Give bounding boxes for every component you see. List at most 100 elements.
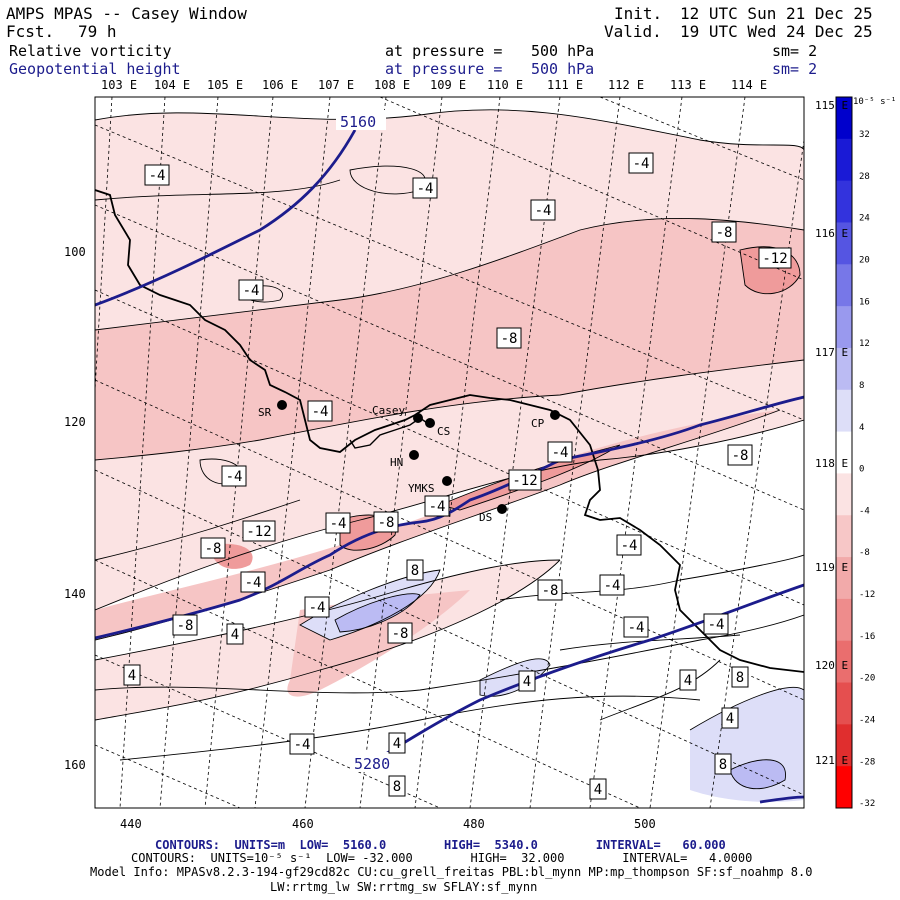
vorticity-label: -4 [424, 495, 450, 517]
colorbar-tick-label: 20 [859, 255, 870, 265]
lon-label-right: 119 E [815, 561, 849, 574]
vorticity-label-text: -8 [542, 583, 559, 599]
vorticity-label-text: 8 [411, 563, 419, 579]
forecast-label: Fcst. [6, 22, 55, 41]
height-label-5160: 5160 [340, 113, 376, 131]
vorticity-label-text: -4 [429, 499, 446, 515]
colorbar-tick-label: 8 [859, 381, 864, 391]
colorbar-swatch [836, 138, 852, 182]
colorbar-swatch [836, 347, 852, 391]
vorticity-label: 8 [731, 666, 749, 688]
vorticity-label-text: -4 [243, 283, 260, 299]
colorbar-units: 10⁻⁵ s⁻¹ [853, 97, 896, 107]
vorticity-label-text: -4 [604, 578, 621, 594]
grid-label-bottom: 460 [292, 817, 314, 831]
vorticity-label-text: -8 [177, 618, 194, 634]
colorbar-swatch [836, 598, 852, 642]
colorbar-swatch [836, 97, 852, 140]
vorticity-label: 4 [226, 623, 244, 645]
colorbar: 32 28 24 20 16 12 8 4 0 -4 -8 -12 -16 -20 -24 -28 -32 [835, 96, 875, 809]
vorticity-label-text: 4 [523, 674, 531, 690]
vorticity-label: -4 [325, 512, 351, 534]
station-label-ds: DS [479, 511, 492, 524]
station-dot-ds [497, 504, 507, 514]
vorticity-label-text: -4 [621, 538, 638, 554]
field-height-level-label: at pressure = [385, 60, 503, 78]
vorticity-label: -4 [238, 279, 264, 301]
vorticity-label-text: -8 [378, 515, 395, 531]
vorticity-label: -4 [530, 199, 556, 221]
vorticity-label: -4 [547, 441, 573, 463]
colorbar-tick-label: -20 [859, 674, 875, 684]
vorticity-label-text: -12 [246, 524, 271, 540]
lon-label-top: 104 E [154, 78, 191, 92]
colorbar-tick-label: -16 [859, 632, 875, 642]
vorticity-label: -8 [537, 579, 563, 601]
vorticity-contours [95, 109, 804, 790]
lon-label-right: 116 E [815, 227, 849, 240]
colorbar-tick-label: -4 [859, 506, 870, 516]
station-label-hn: HN [390, 456, 403, 469]
lon-label-top: 105 E [207, 78, 244, 92]
colorbar-swatch [836, 724, 852, 767]
grid-label-left: 120 [64, 415, 86, 429]
lon-label-top: 108 E [374, 78, 411, 92]
vorticity-label: -12 [758, 247, 792, 269]
vorticity-label: -4 [307, 400, 333, 422]
vorticity-labels: -4 -4 -4 -4 -8 -12 -4 -8 -4 -4 -4 -8 -12 -4 -8 -4 -12 -8 -… [123, 152, 792, 800]
vorticity-label: -4 [703, 613, 729, 635]
colorbar-tick-label: 4 [859, 423, 864, 433]
vorticity-label: -12 [508, 469, 542, 491]
colorbar-swatch [836, 766, 852, 809]
colorbar-swatch [836, 682, 852, 725]
grid-label-left: 100 [64, 245, 86, 259]
vorticity-label-text: -12 [762, 251, 787, 267]
vorticity-label-text: 8 [393, 779, 401, 795]
vorticity-label-text: -4 [312, 404, 329, 420]
vorticity-label: 4 [679, 669, 697, 691]
colorbar-swatch [836, 473, 852, 516]
field-vorticity-level: 500 hPa [531, 42, 595, 60]
station-labels: SR Casey CS CP HN YMKS DS [258, 404, 545, 524]
station-label-cp: CP [531, 417, 545, 430]
station-label-sr: SR [258, 406, 272, 419]
vorticity-label-text: -4 [245, 575, 262, 591]
colorbar-tick-label: 0 [859, 465, 864, 475]
vorticity-label: 8 [406, 559, 424, 581]
vorticity-label-text: 4 [594, 782, 602, 798]
vorticity-label-text: -4 [535, 203, 552, 219]
latlon-grid [95, 97, 804, 808]
model-info-line2: LW:rrtmg_lw SW:rrtmg_sw SFLAY:sf_mynn [270, 880, 538, 894]
station-dot-cp [550, 410, 560, 420]
vorticity-label: -4 [221, 465, 247, 487]
lon-label-right: 118 E [815, 457, 849, 470]
lon-label-right: 115 E [815, 99, 849, 112]
station-label-casey: Casey [372, 404, 405, 417]
valid-value: 19 UTC Wed 24 Dec 25 [680, 22, 873, 41]
vorticity-label: -8 [711, 221, 737, 243]
lon-label-top: 114 E [731, 78, 768, 92]
vorticity-label: 4 [518, 670, 536, 692]
height-contour-labels: 5160 5280 [336, 110, 400, 773]
vorticity-label: -4 [616, 534, 642, 556]
colorbar-tick-label: -24 [859, 716, 875, 726]
init-value: 12 UTC Sun 21 Dec 25 [680, 4, 873, 23]
vorticity-label: -4 [304, 596, 330, 618]
vorticity-label: -4 [240, 571, 266, 593]
lon-label-top: 110 E [487, 78, 524, 92]
colorbar-tick-label: 28 [859, 172, 870, 182]
colorbar-swatch [836, 640, 852, 684]
vorticity-label-text: -4 [330, 516, 347, 532]
vorticity-label: -4 [144, 164, 170, 186]
colorbar-tick-label: -12 [859, 590, 875, 600]
vorticity-label: 4 [388, 732, 406, 754]
lon-label-top: 111 E [547, 78, 584, 92]
forecast-value: 79 h [78, 22, 117, 41]
vorticity-label-text: -4 [149, 168, 166, 184]
vorticity-label-text: -8 [716, 225, 733, 241]
vorticity-label: 4 [589, 778, 607, 800]
vorticity-label: -4 [628, 152, 654, 174]
colorbar-swatch [836, 557, 852, 600]
station-label-cs: CS [437, 425, 450, 438]
vorticity-label: -4 [412, 177, 438, 199]
